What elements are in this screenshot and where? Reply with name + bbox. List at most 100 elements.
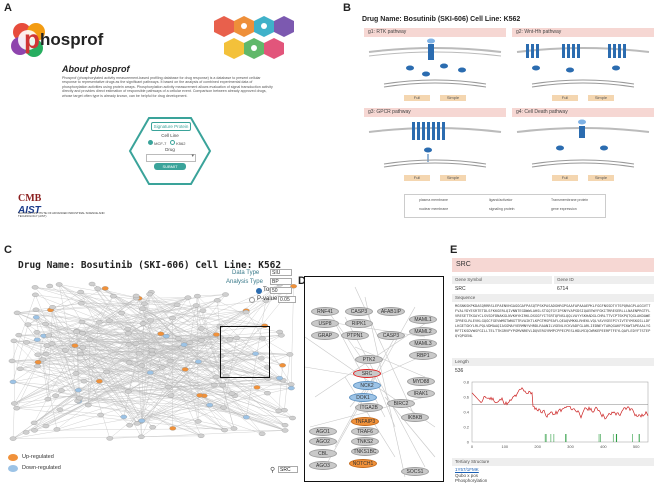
zoom-node-casp3[interactable]: CASP3: [377, 331, 405, 340]
network-node[interactable]: [133, 421, 141, 426]
zoom-node-rnf41[interactable]: RNF41: [311, 307, 339, 316]
network-node[interactable]: [230, 426, 238, 431]
network-node[interactable]: [34, 360, 42, 365]
network-node[interactable]: [148, 348, 156, 353]
network-node[interactable]: [275, 408, 283, 413]
pvalue-radio[interactable]: [249, 297, 255, 303]
network-node[interactable]: [42, 352, 50, 357]
zoom-node-casp3[interactable]: CASP3: [345, 307, 373, 316]
top-radio[interactable]: [256, 288, 262, 294]
network-node[interactable]: [52, 393, 59, 398]
network-node[interactable]: [180, 342, 188, 347]
network-node[interactable]: [213, 298, 221, 303]
pathway-g3[interactable]: g3: GPCR pathway Full Simple: [364, 108, 506, 182]
network-node[interactable]: [192, 303, 200, 308]
zoom-node-nck2[interactable]: NCK2: [353, 381, 381, 390]
network-node[interactable]: [13, 406, 21, 411]
network-node[interactable]: [55, 282, 63, 287]
network-node[interactable]: [84, 402, 92, 408]
network-node[interactable]: [30, 420, 38, 426]
zoom-node-src[interactable]: SRC: [353, 369, 381, 378]
network-node[interactable]: [22, 430, 30, 435]
network-node[interactable]: [76, 395, 84, 401]
zoom-node-myd88[interactable]: MYD88: [407, 377, 435, 386]
network-node[interactable]: [48, 341, 56, 346]
network-node[interactable]: [110, 294, 117, 299]
network-node[interactable]: [11, 401, 18, 406]
pathway-g4[interactable]: g4: Cell Death pathway Full Simple: [512, 108, 654, 182]
cell-line-radio-mcf7[interactable]: MCF-7: [148, 140, 166, 146]
zoom-node-ripk1[interactable]: RIPK1: [345, 319, 373, 328]
network-node[interactable]: [146, 370, 154, 375]
network-node[interactable]: [124, 331, 132, 336]
network-node[interactable]: [276, 329, 284, 335]
network-node[interactable]: [80, 379, 88, 384]
network-node[interactable]: [218, 365, 225, 370]
network-node[interactable]: [158, 365, 166, 370]
network-node[interactable]: [43, 343, 51, 348]
network-node[interactable]: [77, 289, 85, 295]
network-node[interactable]: [167, 393, 175, 398]
network-node[interactable]: [173, 302, 181, 307]
g2-simple-button[interactable]: Simple: [588, 95, 614, 101]
network-node[interactable]: [281, 408, 288, 413]
network-node[interactable]: [118, 310, 126, 316]
zoom-node-tnfaip3[interactable]: TNFAIP3: [351, 417, 379, 426]
zoom-node-afab1ip[interactable]: AFAB1IP: [377, 307, 405, 316]
network-node[interactable]: [169, 315, 176, 321]
network-node[interactable]: [162, 334, 170, 339]
network-node[interactable]: [9, 379, 17, 385]
network-node[interactable]: [31, 285, 39, 290]
network-node[interactable]: [264, 391, 271, 396]
network-node[interactable]: [32, 292, 39, 297]
network-node[interactable]: [42, 423, 50, 429]
network-node[interactable]: [194, 293, 201, 299]
network-node[interactable]: [222, 292, 229, 297]
g4-simple-button[interactable]: Simple: [588, 175, 614, 181]
network-node[interactable]: [137, 434, 145, 439]
network-node[interactable]: [252, 351, 259, 356]
network-node[interactable]: [281, 423, 289, 428]
network-node[interactable]: [198, 326, 205, 331]
zoom-node-grap[interactable]: GRAP: [311, 331, 339, 340]
network-node[interactable]: [286, 352, 294, 357]
zoom-node-birc2[interactable]: BIRC2: [387, 399, 415, 408]
search-icon[interactable]: ⚲: [270, 467, 276, 474]
network-node[interactable]: [33, 337, 41, 342]
network-node[interactable]: [58, 388, 65, 393]
network-node[interactable]: [199, 308, 207, 313]
network-node[interactable]: [140, 301, 148, 306]
network-node[interactable]: [194, 419, 202, 424]
network-node[interactable]: [279, 363, 286, 368]
network-node[interactable]: [175, 336, 182, 341]
network-node[interactable]: [74, 388, 82, 393]
network-node[interactable]: [101, 286, 109, 291]
network-node[interactable]: [34, 363, 41, 369]
zoom-node-ago1[interactable]: AGO1: [309, 427, 337, 436]
network-node[interactable]: [56, 407, 64, 412]
network-node[interactable]: [78, 319, 86, 325]
network-node[interactable]: [132, 341, 140, 346]
network-node[interactable]: [39, 357, 47, 362]
network-node[interactable]: [9, 436, 17, 441]
network-node[interactable]: [15, 332, 23, 338]
zoom-node-notch1[interactable]: NOTCH1: [349, 459, 377, 468]
network-node[interactable]: [94, 286, 102, 291]
network-node[interactable]: [73, 329, 80, 334]
cell-line-radio-k562[interactable]: K562: [170, 140, 185, 146]
network-node[interactable]: [259, 336, 266, 341]
zoom-node-tnks1bc[interactable]: TNKS1BC: [351, 447, 379, 456]
zoom-node-maml3[interactable]: MAML3: [409, 339, 437, 348]
network-node[interactable]: [181, 367, 189, 372]
network-node[interactable]: [184, 295, 192, 300]
network-node[interactable]: [138, 418, 146, 423]
network-node[interactable]: [49, 305, 56, 310]
zoom-node-ptpn1[interactable]: PTPN1: [341, 331, 369, 340]
network-node[interactable]: [221, 427, 228, 433]
network-node[interactable]: [31, 428, 38, 433]
network-node[interactable]: [196, 393, 204, 398]
zoom-node-tnks2[interactable]: TNKS2: [351, 437, 379, 446]
network-node[interactable]: [13, 310, 21, 316]
network-node[interactable]: [135, 351, 143, 356]
network-node[interactable]: [262, 298, 270, 303]
